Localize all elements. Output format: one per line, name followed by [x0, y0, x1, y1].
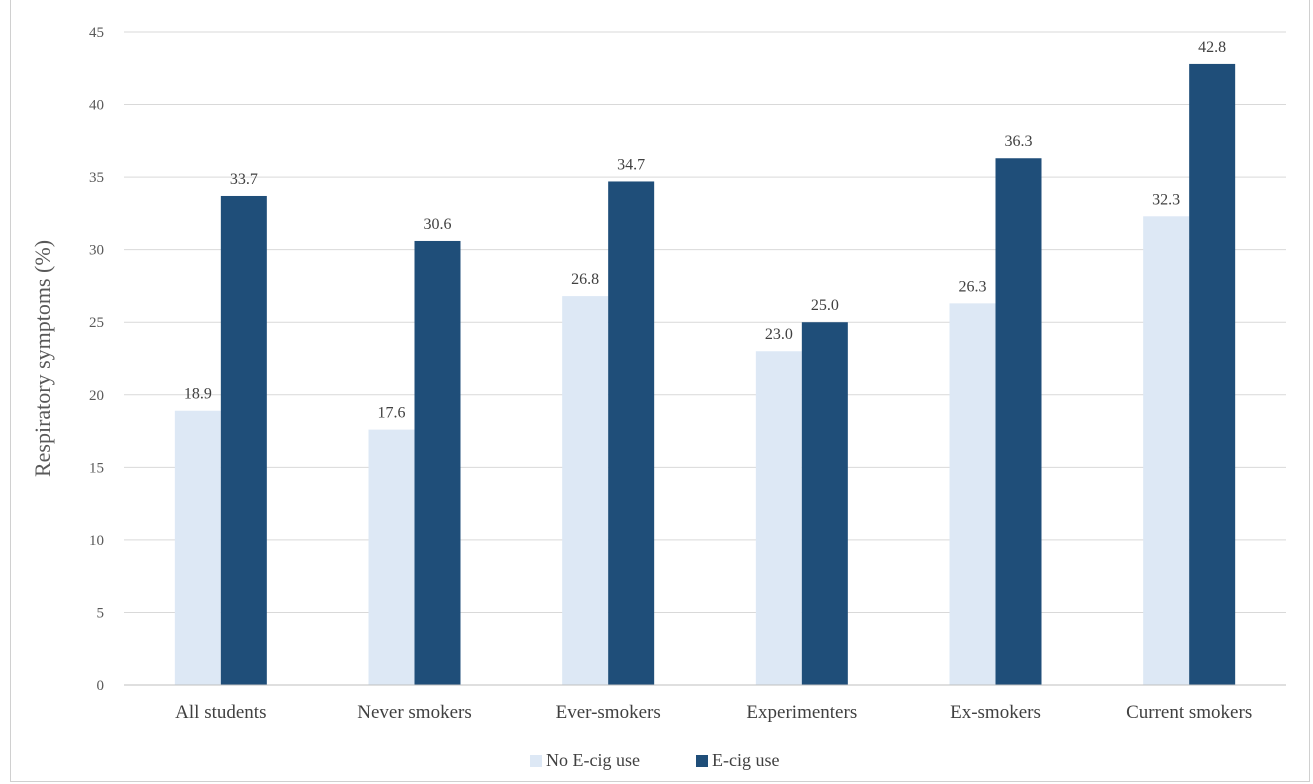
x-category-label: Experimenters	[746, 702, 857, 723]
bar	[1143, 216, 1190, 685]
bar	[562, 296, 609, 685]
data-label: 42.8	[1198, 39, 1226, 56]
y-tick-label: 45	[89, 25, 104, 41]
legend-swatch	[530, 755, 542, 767]
data-label: 36.3	[1005, 133, 1033, 150]
x-category-label: All students	[175, 702, 266, 723]
y-tick-label: 30	[89, 243, 104, 259]
y-tick-label: 0	[97, 678, 105, 694]
bar	[174, 410, 221, 685]
bar	[1189, 63, 1236, 686]
bar	[755, 351, 802, 685]
data-label: 33.7	[230, 171, 258, 188]
y-tick-label: 15	[89, 460, 104, 476]
data-label: 17.6	[378, 405, 406, 422]
y-tick-label: 5	[97, 605, 105, 621]
y-tick-label: 20	[89, 388, 104, 404]
data-label: 25.0	[811, 297, 839, 314]
y-tick-label: 40	[89, 98, 104, 114]
bar	[949, 303, 996, 685]
bar	[368, 429, 415, 685]
legend-swatch	[696, 755, 708, 767]
data-label: 26.8	[571, 271, 599, 288]
x-category-label: Ever-smokers	[556, 702, 661, 723]
bar	[220, 195, 267, 685]
x-category-label: Current smokers	[1126, 702, 1252, 723]
chart-frame	[10, 0, 1310, 782]
data-label: 32.3	[1152, 191, 1180, 208]
data-label: 23.0	[765, 326, 793, 343]
bar	[801, 322, 848, 685]
x-category-label: Ex-smokers	[950, 702, 1041, 723]
data-label: 30.6	[424, 216, 452, 233]
bar	[608, 181, 655, 685]
y-tick-label: 35	[89, 170, 104, 186]
y-tick-label: 25	[89, 315, 104, 331]
bar	[414, 240, 461, 685]
y-axis-label: Respiratory symptoms (%)	[30, 240, 55, 477]
data-label: 34.7	[617, 156, 645, 173]
legend-label: No E-cig use	[546, 750, 640, 770]
bar	[995, 158, 1042, 685]
legend: No E-cig use E-cig use	[530, 750, 779, 770]
legend-label: E-cig use	[712, 750, 779, 770]
x-category-label: Never smokers	[357, 702, 472, 723]
data-labels: 18.9 33.7 17.6 30.6 26.8 34.7 23.0 25.0 26.3 36.3…	[184, 39, 1226, 422]
gridlines	[124, 31, 1286, 613]
data-label: 18.9	[184, 386, 212, 403]
x-axis-categories: All students Never smokers Ever-smokers Exp…	[175, 702, 1252, 723]
data-label: 26.3	[959, 278, 987, 295]
y-tick-label: 10	[89, 533, 104, 549]
bars	[174, 63, 1236, 686]
y-axis-ticks: 0 5 10 15 20 25 30 35 40 45	[89, 25, 104, 694]
